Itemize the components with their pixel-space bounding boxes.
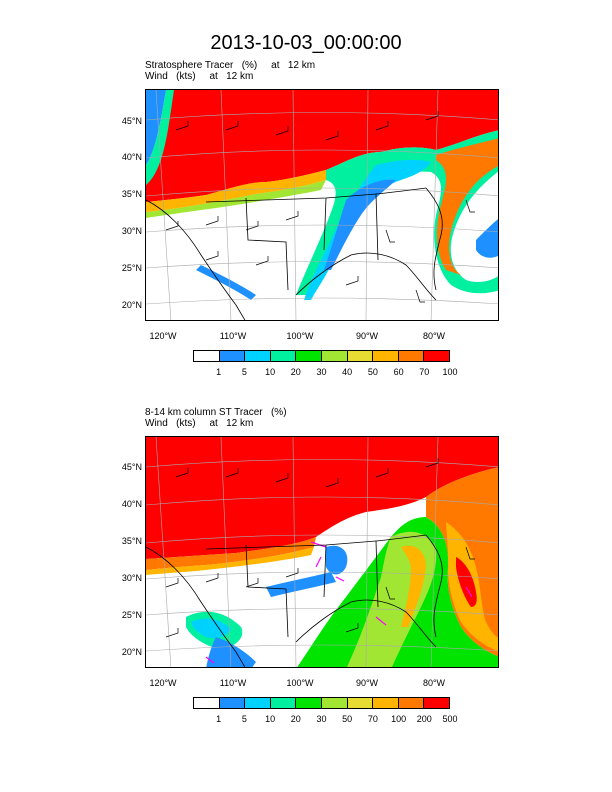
colorbar-label: 100 [442, 367, 458, 377]
colorbar-label: 30 [316, 367, 327, 377]
colorbar-label: 20 [290, 714, 301, 724]
panel1-map [145, 89, 499, 321]
colorbar-label: 5 [241, 714, 247, 724]
colorbar-swatch [321, 698, 348, 708]
panel2-lat-label: 40°N [121, 499, 142, 509]
colorbar-label: 100 [391, 714, 407, 724]
panel2-lat-label: 45°N [121, 462, 142, 472]
panel1-lon-label: 90°W [355, 331, 379, 341]
panel1-title-line2: Wind (kts) at 12 km [145, 71, 254, 82]
colorbar-swatch [321, 351, 348, 361]
colorbar-swatch [270, 351, 297, 361]
colorbar-swatch [373, 351, 399, 361]
panel2-lon-label: 80°W [422, 678, 446, 688]
colorbar-label: 50 [342, 714, 353, 724]
panel1-lat-label: 30°N [121, 226, 142, 236]
colorbar-label: 200 [416, 714, 432, 724]
colorbar-label: 10 [265, 714, 276, 724]
panel2-title-line2: Wind (kts) at 12 km [145, 418, 254, 429]
colorbar-swatch [347, 351, 374, 361]
colorbar-swatch [194, 351, 220, 361]
panel1-lat-label: 25°N [121, 263, 142, 273]
panel1-lon-label: 80°W [422, 331, 446, 341]
panel2-title: 8-14 km column ST Tracer (%) Wind (kts) … [145, 407, 287, 429]
panel2-lon-label: 90°W [355, 678, 379, 688]
panel2-lat-label: 30°N [121, 573, 142, 583]
panel2-lon-label: 120°W [149, 678, 177, 688]
colorbar-swatch [398, 351, 425, 361]
colorbar-swatch [347, 698, 374, 708]
panel1-lon-label: 100°W [286, 331, 314, 341]
colorbar-label: 5 [241, 367, 247, 377]
panel2-map-graphic [146, 437, 498, 667]
colorbar-swatch [270, 698, 297, 708]
panel1-lon-label: 110°W [219, 331, 247, 341]
colorbar-label: 30 [316, 714, 327, 724]
panel1-colorbar [193, 350, 450, 362]
panel2-lat-label: 35°N [121, 536, 142, 546]
colorbar-swatch [219, 698, 246, 708]
panel2-lon-label: 110°W [219, 678, 247, 688]
panel1-title-line1: Stratosphere Tracer (%) at 12 km [145, 60, 316, 71]
panel1-lat-label: 20°N [121, 300, 142, 310]
colorbar-swatch [245, 351, 271, 361]
panel2-title-line1: 8-14 km column ST Tracer (%) [145, 407, 287, 418]
colorbar-swatch [296, 351, 322, 361]
colorbar-label: 60 [393, 367, 404, 377]
panel2-lat-label: 25°N [121, 610, 142, 620]
colorbar-swatch [398, 698, 425, 708]
colorbar-swatch [194, 698, 220, 708]
colorbar-swatch [245, 698, 271, 708]
panel2-lat-label: 20°N [121, 647, 142, 657]
colorbar-label: 500 [442, 714, 458, 724]
colorbar-swatch [424, 698, 449, 708]
main-title: 2013-10-03_00:00:00 [210, 32, 402, 54]
colorbar-label: 70 [367, 714, 378, 724]
colorbar-label: 70 [419, 367, 430, 377]
panel1-map-graphic [146, 90, 498, 320]
colorbar-swatch [373, 698, 399, 708]
colorbar-label: 20 [290, 367, 301, 377]
panel1-lon-label: 120°W [149, 331, 177, 341]
panel1-lat-label: 40°N [121, 152, 142, 162]
colorbar-swatch [424, 351, 449, 361]
panel1-lat-label: 45°N [121, 116, 142, 126]
panel2-lon-label: 100°W [286, 678, 314, 688]
colorbar-swatch [296, 698, 322, 708]
colorbar-label: 1 [216, 367, 222, 377]
colorbar-label: 10 [265, 367, 276, 377]
colorbar-label: 50 [367, 367, 378, 377]
panel2-colorbar [193, 697, 450, 709]
colorbar-swatch [219, 351, 246, 361]
panel2-map [145, 436, 499, 668]
panel1-lat-label: 35°N [121, 189, 142, 199]
colorbar-label: 1 [216, 714, 222, 724]
colorbar-label: 40 [342, 367, 353, 377]
panel1-title: Stratosphere Tracer (%) at 12 km Wind (k… [145, 60, 315, 82]
